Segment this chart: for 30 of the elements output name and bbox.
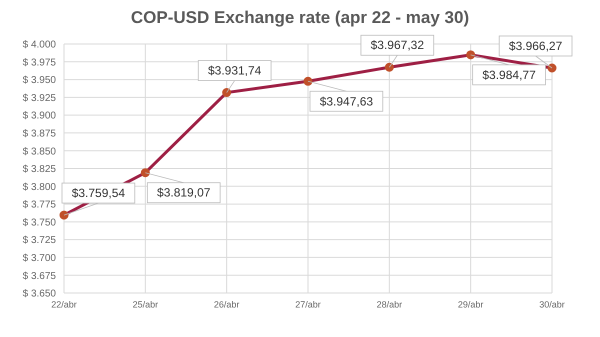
y-tick-label: $ 3.750: [22, 217, 56, 228]
data-label: $3.967,32: [370, 38, 424, 52]
x-tick-label: 26/abr: [214, 299, 240, 310]
x-tick-label: 22/abr: [51, 299, 77, 310]
chart-title: COP-USD Exchange rate (apr 22 - may 30): [130, 8, 470, 28]
x-tick-label: 27/abr: [295, 299, 321, 310]
y-tick-label: $ 3.875: [22, 128, 56, 140]
x-tick-label: 29/abr: [458, 299, 484, 310]
x-tick-label: 25/abr: [132, 299, 158, 310]
y-tick-label: $ 3.700: [22, 252, 56, 264]
y-tick-label: $ 3.675: [22, 270, 56, 282]
x-tick-label: 28/abr: [376, 299, 402, 310]
y-tick-label: $ 3.975: [22, 57, 56, 68]
y-tick-label: $ 3.825: [22, 164, 56, 176]
data-label: $3.966,27: [508, 38, 563, 53]
data-label: $3.931,74: [208, 64, 262, 78]
y-tick-label: $ 3.850: [22, 146, 56, 158]
data-label: $3.947,63: [320, 94, 374, 108]
data-label: $3.759,54: [72, 186, 126, 200]
y-tick-label: $ 3.950: [22, 75, 56, 86]
y-tick-label: $ 4.000: [22, 40, 56, 51]
data-label: $3.984,77: [482, 68, 536, 82]
y-tick-label: $ 3.650: [22, 288, 56, 300]
x-tick-label: 30/abr: [539, 299, 565, 310]
y-tick-label: $ 3.775: [22, 200, 56, 211]
y-tick-label: $ 3.800: [22, 182, 56, 193]
data-label: $3.819,07: [157, 186, 211, 200]
y-tick-label: $ 3.925: [22, 92, 56, 104]
y-tick-label: $ 3.725: [22, 235, 56, 246]
y-tick-label: $ 3.900: [22, 110, 56, 122]
